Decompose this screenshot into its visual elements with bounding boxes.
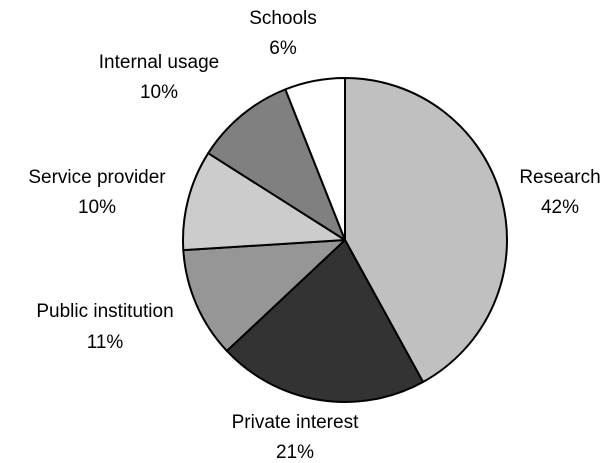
pie-slice-private-interest xyxy=(225,239,425,403)
slice-labels: Research 42% Private interest 21% Public… xyxy=(28,8,600,463)
pie-slice-service-provider xyxy=(182,152,346,252)
slice-value-internal-usage: 10% xyxy=(140,82,178,103)
slice-value-schools: 6% xyxy=(269,38,297,59)
slice-value-private-interest: 21% xyxy=(276,442,314,463)
pie-slice-public-institution xyxy=(182,239,346,352)
pie-slice-research xyxy=(344,77,508,383)
slice-value-service-provider: 10% xyxy=(78,197,116,218)
slice-label-schools: Schools xyxy=(249,8,317,29)
slice-label-research: Research xyxy=(519,167,600,188)
pie-slices xyxy=(182,77,508,403)
slice-label-public-institution: Public institution xyxy=(36,301,173,322)
slice-label-service-provider: Service provider xyxy=(28,167,166,188)
slice-value-research: 42% xyxy=(541,197,579,218)
slice-value-public-institution: 11% xyxy=(87,332,124,353)
slice-label-internal-usage: Internal usage xyxy=(99,52,219,73)
slice-label-private-interest: Private interest xyxy=(232,412,359,433)
pie-slice-internal-usage xyxy=(207,88,346,241)
pie-slice-schools xyxy=(284,77,346,241)
